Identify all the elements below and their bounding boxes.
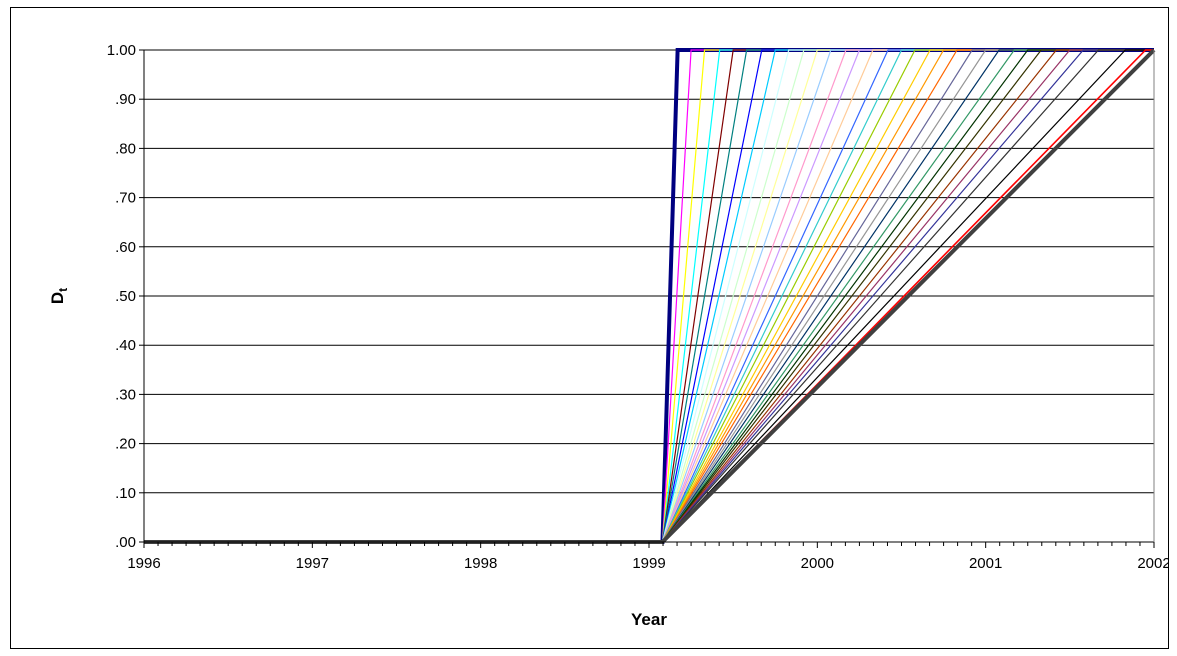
- y-axis-title-subscript: t: [56, 288, 70, 292]
- y-axis-title-main: D: [48, 292, 67, 304]
- y-tick-label-8: .80: [115, 140, 136, 157]
- y-tick-label-6: .60: [115, 239, 136, 256]
- series-lines: [144, 48, 1156, 544]
- chart-svg: .00.10.20.30.40.50.60.70.80.901.00 1996 1…: [48, 42, 1168, 629]
- x-tick-label-4: 2000: [801, 555, 834, 572]
- x-tick-label-2: 1998: [464, 555, 497, 572]
- y-tick-label-3: .30: [115, 386, 136, 403]
- axes: [139, 49, 1155, 548]
- y-tick-label-0: .00: [115, 534, 136, 551]
- y-tick-label-10: 1.00: [107, 42, 136, 59]
- y-tick-label-9: .90: [115, 91, 136, 108]
- y-axis-title: Dt: [48, 288, 70, 304]
- x-tick-labels: 1996 1997 1998 1999 2000 2001 2002: [127, 555, 1168, 572]
- y-tick-label-4: .40: [115, 337, 136, 354]
- y-tick-labels: .00 .10 .20 .30 .40 .50 .60 .70 .80 .90 1.00: [107, 42, 136, 551]
- x-tick-label-6: 2002: [1137, 555, 1168, 572]
- y-tick-label-7: .70: [115, 190, 136, 207]
- x-tick-label-0: 1996: [127, 555, 160, 572]
- x-axis-title: Year: [631, 610, 667, 629]
- chart-frame: .00.10.20.30.40.50.60.70.80.90 1.00 1996 1…: [10, 7, 1169, 649]
- y-tick-label-1: .10: [115, 485, 136, 502]
- x-tick-label-1: 1997: [296, 555, 329, 572]
- y-tick-label-2: .20: [115, 436, 136, 453]
- x-tick-label-3: 1999: [632, 555, 665, 572]
- x-tick-label-5: 2001: [969, 555, 1002, 572]
- y-tick-label-5: .50: [115, 288, 136, 305]
